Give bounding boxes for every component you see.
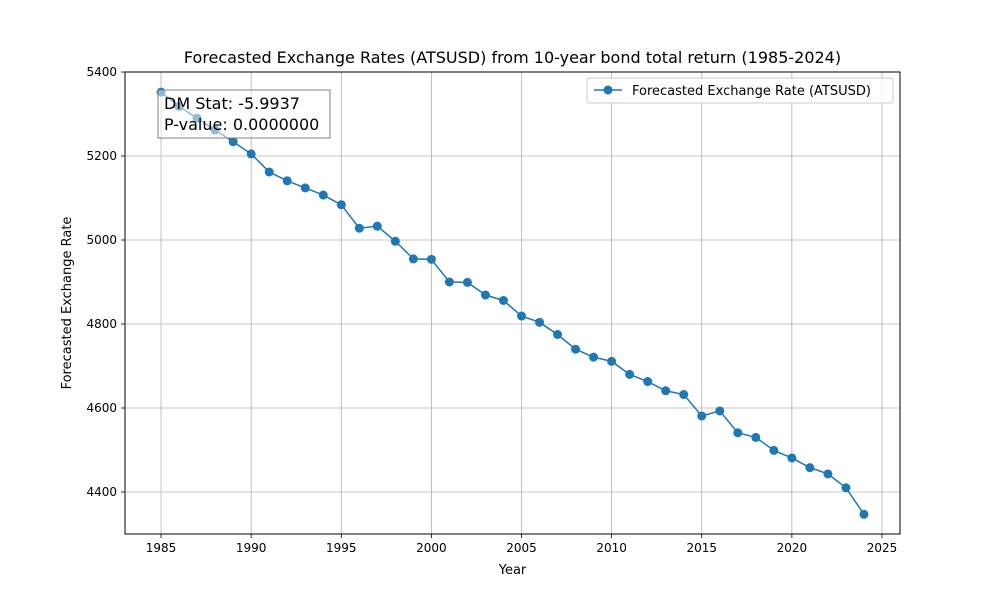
data-point xyxy=(336,200,346,210)
data-point xyxy=(733,428,743,438)
data-point xyxy=(841,483,851,493)
x-tick-label: 2005 xyxy=(506,541,537,555)
x-axis-label: Year xyxy=(498,563,527,578)
annotation-dm-stat: DM Stat: -5.9937 xyxy=(164,94,300,113)
data-point xyxy=(264,167,274,177)
data-point xyxy=(571,344,581,354)
y-tick-label: 5400 xyxy=(86,65,117,79)
data-point xyxy=(625,369,635,379)
dm-stat-annotation: DM Stat: -5.9937 P-value: 0.0000000 xyxy=(157,89,331,139)
grid-lines xyxy=(125,71,900,534)
data-point xyxy=(787,453,797,463)
y-tick-label: 4400 xyxy=(86,485,117,499)
x-tick-label: 1995 xyxy=(326,541,357,555)
data-points xyxy=(156,87,869,519)
plot-area-frame xyxy=(124,71,901,535)
data-point xyxy=(679,390,689,400)
data-point xyxy=(426,254,436,264)
data-point xyxy=(697,411,707,421)
data-point xyxy=(408,254,418,264)
y-tick-label: 4600 xyxy=(86,401,117,415)
data-point xyxy=(282,176,292,186)
data-point xyxy=(643,377,653,387)
y-axis-label: Forecasted Exchange Rate xyxy=(60,217,75,390)
series-line xyxy=(160,91,865,515)
data-point xyxy=(715,406,725,416)
annotation-box xyxy=(157,89,331,139)
axis-ticks: 1985 1990 1995 2000 2005 2010 2015 2020 2025 4400… xyxy=(86,65,897,555)
y-tick-label: 4800 xyxy=(86,317,117,331)
data-point xyxy=(228,137,238,147)
data-point xyxy=(300,183,310,193)
data-point xyxy=(444,277,454,287)
legend-entry-label: Forecasted Exchange Rate (ATSUSD) xyxy=(632,84,871,99)
data-point xyxy=(318,190,328,200)
data-point xyxy=(390,236,400,246)
data-point xyxy=(246,149,256,159)
legend-box xyxy=(586,77,894,104)
x-tick-label: 2020 xyxy=(777,541,808,555)
data-point xyxy=(805,463,815,473)
x-tick-label: 2015 xyxy=(686,541,717,555)
legend-marker-swatch xyxy=(603,85,613,95)
data-point xyxy=(462,277,472,287)
data-point xyxy=(823,469,833,479)
data-point xyxy=(769,445,779,455)
data-point xyxy=(372,221,382,231)
data-point xyxy=(535,317,545,327)
y-tick-label: 5200 xyxy=(86,149,117,163)
x-tick-label: 2000 xyxy=(416,541,447,555)
data-point xyxy=(859,509,869,519)
annotation-p-value: P-value: 0.0000000 xyxy=(164,115,319,134)
data-point xyxy=(607,356,617,366)
data-point xyxy=(751,432,761,442)
legend: Forecasted Exchange Rate (ATSUSD) xyxy=(586,77,894,104)
data-point xyxy=(498,295,508,305)
x-tick-label: 1990 xyxy=(236,541,267,555)
x-tick-label: 2025 xyxy=(867,541,898,555)
y-tick-label: 5000 xyxy=(86,233,117,247)
data-point xyxy=(480,290,490,300)
axes xyxy=(124,71,901,535)
data-point xyxy=(553,330,563,339)
series-line-layer xyxy=(160,91,865,515)
data-point xyxy=(589,352,599,362)
chart-title: Forecasted Exchange Rates (ATSUSD) from … xyxy=(184,48,841,67)
x-tick-label: 2010 xyxy=(596,541,627,555)
data-point xyxy=(661,386,671,396)
data-point xyxy=(517,311,527,321)
data-point xyxy=(354,223,364,233)
x-tick-label: 1985 xyxy=(146,541,177,555)
